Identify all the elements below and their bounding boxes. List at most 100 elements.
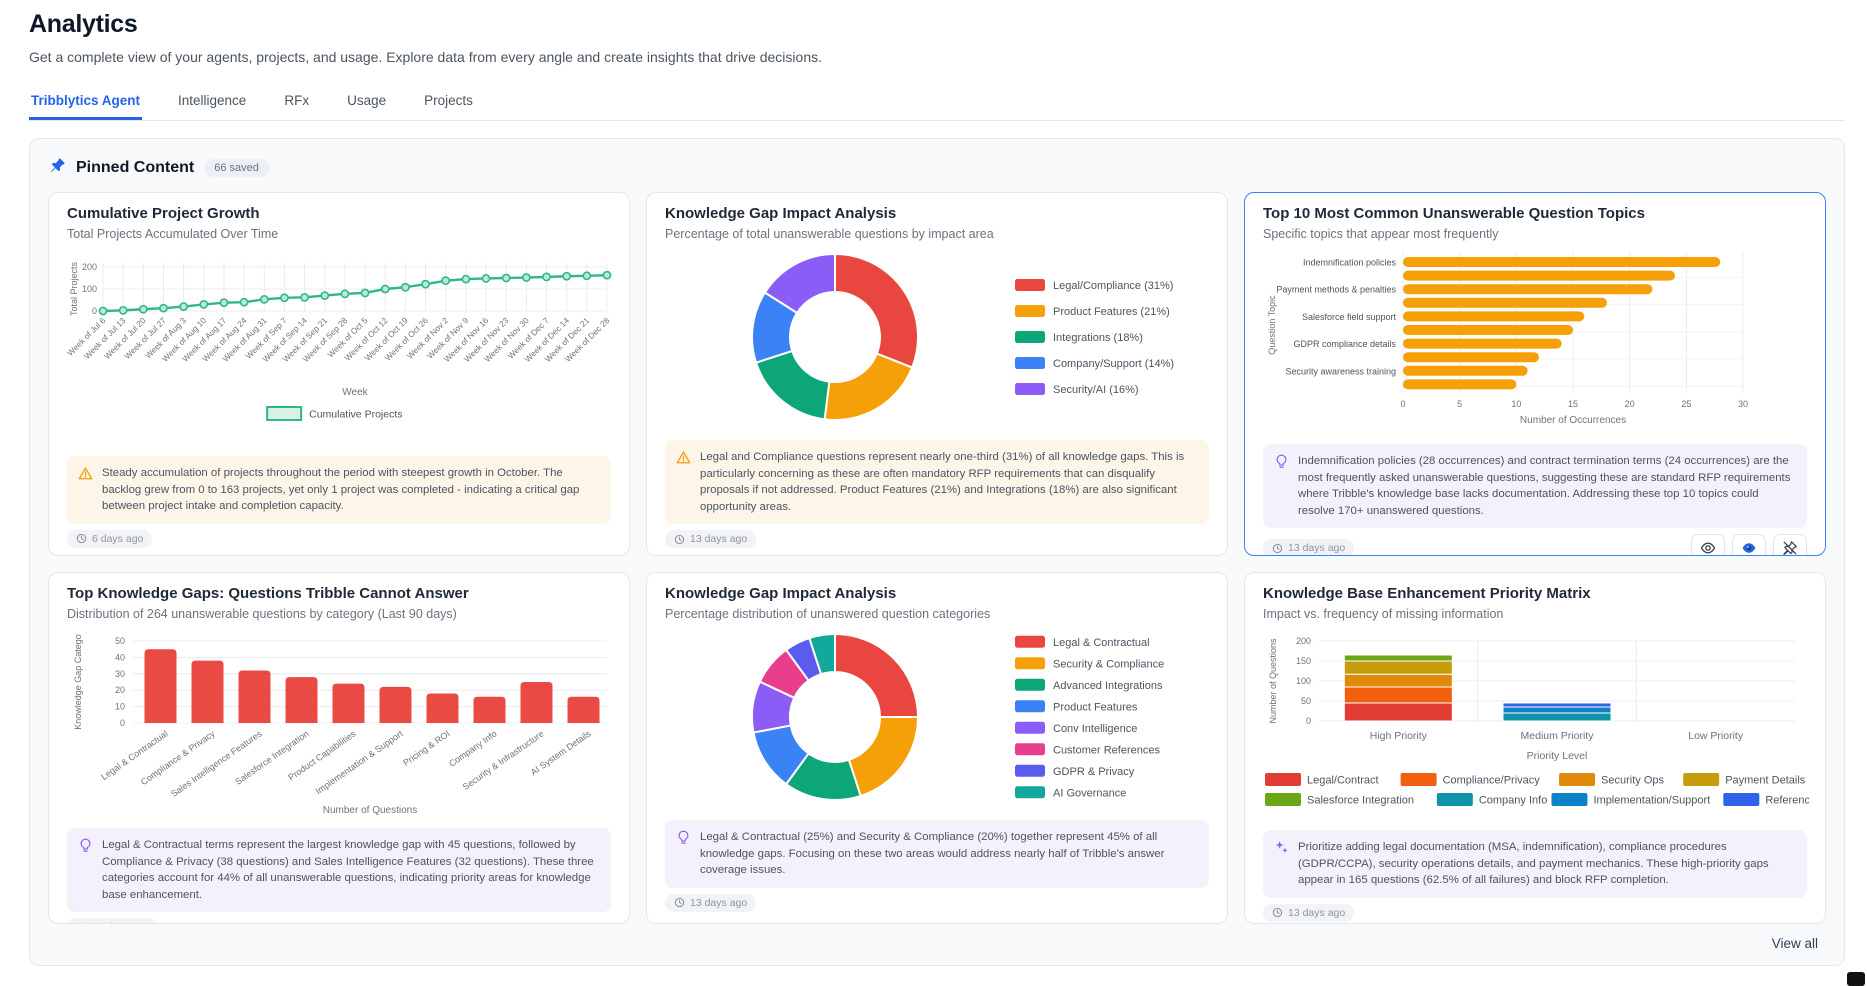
svg-text:10: 10	[1511, 399, 1521, 409]
svg-text:150: 150	[1296, 656, 1311, 666]
sparkles-icon	[1274, 840, 1289, 861]
svg-text:Implementation/Support: Implementation/Support	[1593, 795, 1710, 807]
lightbulb-icon	[1274, 454, 1289, 475]
unpin-icon	[1783, 541, 1797, 555]
card-knowledge-gap-impact-analysis-1[interactable]: Knowledge Gap Impact Analysis Percentage…	[646, 192, 1228, 556]
card-cumulative-project-growth[interactable]: Cumulative Project Growth Total Projects…	[48, 192, 630, 556]
svg-text:25: 25	[1681, 399, 1691, 409]
horizontal-bar-chart: 0 5 10 15 20 25 30 Indemnification policies Paym…	[1263, 247, 1807, 438]
svg-text:Legal/Compliance (31%): Legal/Compliance (31%)	[1053, 280, 1173, 292]
card-subtitle: Percentage of total unanswerable questio…	[665, 227, 994, 241]
warning-icon	[78, 466, 93, 487]
svg-text:Customer References: Customer References	[1053, 744, 1160, 756]
svg-text:Salesforce Integration: Salesforce Integration	[1307, 795, 1414, 807]
insight-text: Legal and Compliance questions represent…	[700, 451, 1185, 513]
view-all-link[interactable]: View all	[1771, 936, 1818, 951]
card-title: Knowledge Gap Impact Analysis	[665, 205, 897, 222]
svg-text:30: 30	[115, 669, 125, 679]
card-footer: 13 days ago	[665, 524, 1209, 549]
card-title: Top 10 Most Common Unanswerable Question…	[1263, 205, 1645, 222]
svg-text:100: 100	[82, 284, 97, 294]
card-knowledge-gap-impact-analysis-2[interactable]: Knowledge Gap Impact Analysis Percentage…	[646, 572, 1228, 924]
svg-text:Question Topic: Question Topic	[1267, 295, 1277, 355]
saved-count-badge: 66 saved	[204, 158, 269, 177]
tab-projects[interactable]: Projects	[424, 93, 473, 108]
svg-text:Security/AI (16%): Security/AI (16%)	[1053, 384, 1139, 396]
card-footer: 13 days ago	[67, 912, 611, 923]
svg-text:Compliance/Privacy: Compliance/Privacy	[1443, 775, 1541, 787]
svg-text:Total Projects: Total Projects	[69, 261, 79, 316]
svg-text:40: 40	[115, 652, 125, 662]
svg-text:0: 0	[92, 306, 97, 316]
svg-text:Implementation & Support: Implementation & Support	[314, 728, 405, 796]
card-kb-enhancement-priority-matrix[interactable]: Knowledge Base Enhancement Priority Matr…	[1244, 572, 1826, 924]
view-button[interactable]	[1691, 534, 1725, 555]
svg-text:200: 200	[82, 262, 97, 272]
svg-text:Number of Occurrences: Number of Occurrences	[1520, 415, 1626, 426]
tab-usage[interactable]: Usage	[347, 93, 387, 108]
svg-text:Medium Priority: Medium Priority	[1521, 730, 1595, 742]
unpin-button[interactable]	[1773, 534, 1807, 555]
warning-icon	[676, 450, 691, 471]
insight-text: Legal & Contractual (25%) and Security &…	[700, 831, 1165, 877]
color-view-button[interactable]	[1732, 534, 1766, 555]
svg-text:Conv Intelligence: Conv Intelligence	[1053, 723, 1137, 735]
clock-icon	[79, 922, 84, 923]
tab-intelligence[interactable]: Intelligence	[178, 93, 247, 108]
svg-text:Low Priority: Low Priority	[1688, 730, 1744, 742]
svg-text:GDPR & Privacy: GDPR & Privacy	[1053, 766, 1135, 778]
svg-text:References: References	[1765, 795, 1809, 807]
timestamp-badge: 13 days ago	[665, 530, 757, 549]
insight-box: Prioritize adding legal documentation (M…	[1263, 830, 1807, 898]
timestamp-badge: 13 days ago	[1263, 539, 1355, 555]
svg-text:Legal & Contractual: Legal & Contractual	[1053, 637, 1150, 649]
insight-text: Prioritize adding legal documentation (M…	[1298, 841, 1769, 887]
lightbulb-icon	[676, 830, 691, 851]
insight-box: Legal & Contractual (25%) and Security &…	[665, 820, 1209, 888]
tab-rfx[interactable]: RFx	[284, 93, 310, 108]
svg-text:Legal/Contract: Legal/Contract	[1307, 775, 1379, 787]
svg-text:Number of Questions: Number of Questions	[323, 805, 418, 816]
timestamp-badge: 13 days ago	[1263, 903, 1355, 922]
timestamp-badge: 13 days ago	[67, 918, 159, 923]
svg-text:AI Governance: AI Governance	[1053, 787, 1126, 799]
tab-bar: Tribblytics Agent Intelligence RFx Usage…	[29, 87, 1845, 121]
page-subtitle: Get a complete view of your agents, proj…	[29, 49, 822, 65]
svg-text:Payment Details: Payment Details	[1725, 775, 1806, 787]
svg-text:Cumulative Projects: Cumulative Projects	[309, 409, 402, 421]
svg-text:Product Features: Product Features	[1053, 701, 1138, 713]
donut-chart: Legal/Compliance (31%) Product Features (…	[665, 247, 1209, 434]
card-footer: 6 days ago	[67, 524, 611, 548]
svg-text:50: 50	[115, 636, 125, 646]
svg-text:Pricing & ROI: Pricing & ROI	[401, 728, 451, 767]
insight-box: Steady accumulation of projects througho…	[67, 456, 611, 524]
timestamp-badge: 6 days ago	[67, 529, 153, 548]
clock-icon	[674, 534, 685, 544]
clock-icon	[1272, 543, 1283, 553]
insight-box: Indemnification policies (28 occurrences…	[1263, 444, 1807, 529]
pinned-content-title: Pinned Content	[76, 158, 195, 176]
svg-text:Priority Level: Priority Level	[1527, 750, 1588, 762]
svg-text:Security Ops: Security Ops	[1601, 775, 1664, 787]
svg-text:Security awareness training: Security awareness training	[1285, 366, 1396, 376]
svg-text:Company Info: Company Info	[1479, 795, 1547, 807]
clock-icon	[76, 533, 87, 544]
svg-text:Advanced Integrations: Advanced Integrations	[1053, 680, 1163, 692]
svg-text:Indemnification policies: Indemnification policies	[1303, 258, 1397, 268]
card-top-knowledge-gaps[interactable]: Top Knowledge Gaps: Questions Tribble Ca…	[48, 572, 630, 924]
svg-text:Company/Support (14%): Company/Support (14%)	[1053, 358, 1174, 370]
insight-box: Legal and Compliance questions represent…	[665, 440, 1209, 525]
svg-text:10: 10	[115, 702, 125, 712]
svg-text:GDPR compliance details: GDPR compliance details	[1293, 339, 1396, 349]
card-top-10-unanswerable-topics[interactable]: Top 10 Most Common Unanswerable Question…	[1244, 192, 1826, 556]
card-title: Cumulative Project Growth	[67, 205, 260, 222]
panel-footer: View all	[48, 924, 1826, 955]
pinned-content-header: Pinned Content 66 saved	[50, 157, 1826, 178]
timestamp-badge: 13 days ago	[665, 893, 757, 912]
svg-text:0: 0	[1306, 716, 1311, 726]
tab-tribblytics-agent[interactable]: Tribblytics Agent	[29, 87, 142, 120]
svg-text:0: 0	[1400, 399, 1405, 409]
insight-box: Legal & Contractual terms represent the …	[67, 828, 611, 913]
clock-icon	[1272, 907, 1283, 918]
